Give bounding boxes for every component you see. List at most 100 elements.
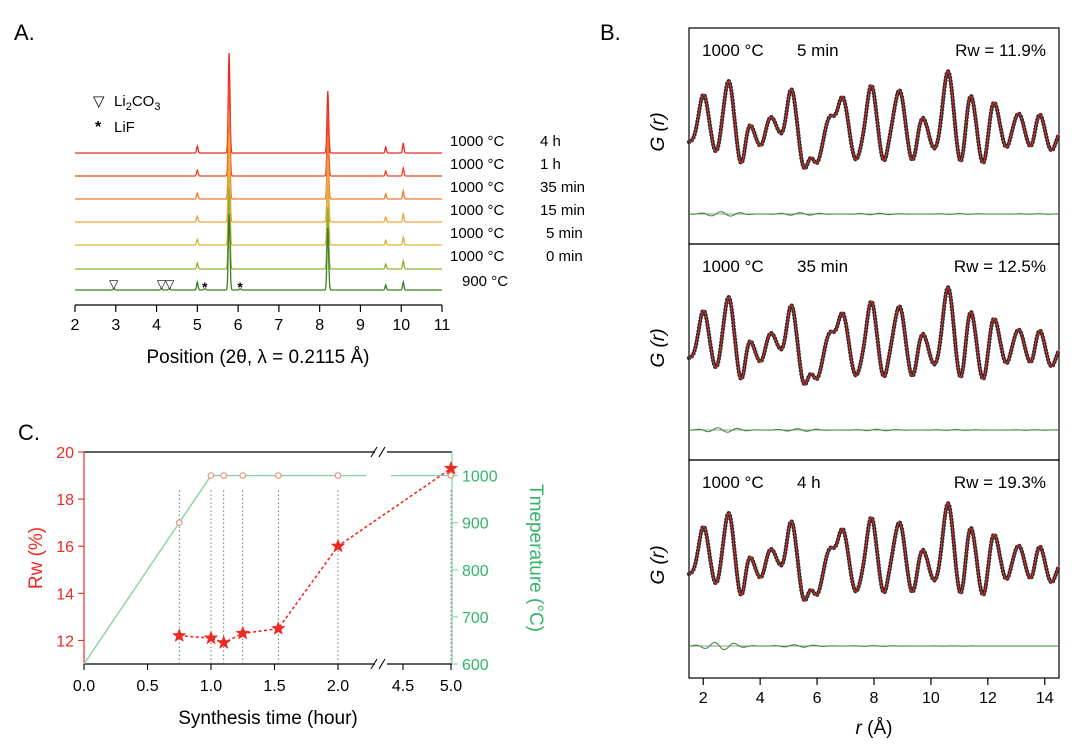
temperature-marker <box>220 472 228 479</box>
panel-b-x-tick-label: 6 <box>813 690 822 707</box>
panel-c-right-tick-label: 1000 <box>462 469 498 486</box>
panel-a: A. ▽ Li2CO3 * LiF ▽ ▽▽ * * 1000 °C 4 h 1000 … <box>14 20 585 368</box>
pdf-condition-temp: 1000 °C <box>702 473 764 492</box>
temperature-marker <box>175 519 183 527</box>
pdf-subplot: 1000 °C 35 min Rw = 12.5% G (r) <box>648 243 1062 461</box>
pdf-rw-label: Rw = 11.9% <box>955 41 1046 60</box>
pdf-difference-line <box>689 641 1059 651</box>
lif-peak-marker-icon: * <box>202 279 208 295</box>
pdf-condition-time: 35 min <box>797 257 848 276</box>
panel-b-x-tick-label: 2 <box>699 690 708 707</box>
rw-star-marker <box>443 460 459 475</box>
pdf-rw-label: Rw = 12.5% <box>954 257 1046 276</box>
panel-c-x-tick-label: 5.0 <box>440 678 462 695</box>
pdf-rw-label: Rw = 19.3% <box>954 473 1046 492</box>
series-label-group: 1000 °C 4 h 1000 °C 1 h 1000 °C 35 min 1000… <box>450 133 585 290</box>
rw-star-marker <box>271 620 286 635</box>
temperature-ramp-line <box>83 475 212 665</box>
panel-c-right-tick-label: 700 <box>462 610 489 627</box>
panel-c-x-title: Synthesis time (hour) <box>178 708 358 729</box>
panel-c-x-tick-label: 4.5 <box>392 678 414 695</box>
panel-b-x-title: r (Å) <box>856 718 893 739</box>
panel-c-x-tick-label: 1.5 <box>263 678 285 695</box>
rw-star-marker <box>330 538 346 553</box>
li2co3-peak-marker-icon: ▽ <box>165 277 175 291</box>
pdf-condition-temp: 1000 °C <box>702 41 764 60</box>
pdf-condition-label: 1000 °C 35 min <box>702 257 848 276</box>
panel-a-x-tick-label: 5 <box>193 317 202 334</box>
panel-a-letter: A. <box>14 20 35 45</box>
panel-b-x-tick-label: 4 <box>756 690 765 707</box>
series-label-4h: 1000 °C 4 h <box>450 133 561 150</box>
legend-li2co3-label: Li2CO3 <box>114 93 160 113</box>
pdf-panel-group: 1000 °C 5 min Rw = 11.9% G (r) 1000 °C 35 min… <box>648 27 1062 679</box>
li2co3-peak-marker-icon: ▽ <box>157 277 167 291</box>
panel-c-x-tick-label: 1.0 <box>200 678 222 695</box>
panel-c-left-y-title: Rw (%) <box>26 527 47 589</box>
rw-trend-line <box>179 467 452 644</box>
lif-marker-icon: * <box>95 119 102 136</box>
pdf-fit-line <box>688 70 1060 170</box>
panel-a-x-tick-label: 6 <box>234 317 243 334</box>
panel-c-x-tick-label: 0.5 <box>136 678 158 695</box>
series-label-0min: 1000 °C 0 min <box>450 248 583 265</box>
panel-c-left-tick-label: 12 <box>56 633 74 650</box>
panel-a-x-tick-label: 11 <box>434 317 451 334</box>
series-label-900c: 900 °C <box>462 273 508 290</box>
panel-c-left-tick-label: 14 <box>56 586 74 603</box>
xrd-series-group <box>75 52 442 291</box>
temperature-marker <box>274 472 282 479</box>
xrd-pattern-line <box>75 52 442 154</box>
panel-a-x-tick-label: 9 <box>356 317 365 334</box>
panel-b-letter: B. <box>600 20 621 45</box>
xrd-pattern-line <box>75 186 442 270</box>
pdf-y-label: G (r) <box>648 545 669 584</box>
pdf-condition-temp: 1000 °C <box>702 257 764 276</box>
panel-a-x-tick-label: 3 <box>111 317 120 334</box>
xrd-pattern-line <box>75 160 442 246</box>
panel-c-right-tick-label: 900 <box>462 516 489 533</box>
panel-a-x-tick-label: 10 <box>392 317 410 334</box>
panel-c-right-y-title: Tmeperature (°C) <box>525 484 546 632</box>
panel-b-x-tick-label: 8 <box>870 690 879 707</box>
pdf-condition-time: 5 min <box>797 41 839 60</box>
panel-c-left-tick-label: 18 <box>56 492 74 509</box>
panel-a-x-title: Position (2θ, λ = 0.2115 Å) <box>146 347 369 368</box>
xrd-pattern-line <box>75 108 442 200</box>
pdf-observed-data <box>686 284 1062 387</box>
panel-c-left-tick-label: 20 <box>56 445 74 462</box>
panel-c-left-tick-label: 16 <box>56 539 74 556</box>
pdf-subplot: 1000 °C 5 min Rw = 11.9% G (r) <box>648 27 1062 245</box>
panel-c-plot-group <box>83 460 459 665</box>
panel-b: B. 1000 °C 5 min Rw = 11.9% G (r) 1000 °C 35 … <box>600 20 1062 739</box>
panel-b-x-tick-label: 10 <box>922 690 940 707</box>
axis-break-bottom-icon <box>370 658 386 670</box>
xrd-pattern-line <box>75 83 442 177</box>
panel-a-x-tick-label: 8 <box>315 317 324 334</box>
panel-a-x-tick-label: 2 <box>71 317 80 334</box>
pdf-observed-data <box>686 500 1062 603</box>
pdf-difference-line <box>689 427 1059 433</box>
panel-c-right-tick-label: 600 <box>462 657 489 674</box>
temperature-marker <box>207 472 215 479</box>
panel-c-x-tick-label: 0.0 <box>73 678 95 695</box>
xrd-pattern-line <box>75 133 442 223</box>
xrd-pattern-line <box>75 213 442 291</box>
pdf-fit-line <box>688 502 1060 602</box>
panel-c-letter: C. <box>18 420 40 445</box>
series-label-5min: 1000 °C 5 min <box>450 225 583 242</box>
panel-c-ticks: 0.0 0.5 1.0 1.5 2.0 4.5 5.0 12 14 16 18 20 600 700 800… <box>56 445 497 695</box>
panel-a-x-tick-label: 4 <box>152 317 161 334</box>
rw-star-marker <box>171 627 187 642</box>
rw-star-marker <box>235 625 251 640</box>
panel-b-x-ticks: 2 4 6 8 10 12 14 <box>699 678 1054 707</box>
panel-b-x-tick-label: 14 <box>1036 690 1054 707</box>
pdf-y-label: G (r) <box>648 328 669 367</box>
rw-star-marker <box>216 635 232 650</box>
pdf-condition-time: 4 h <box>797 473 821 492</box>
panel-c: C. 0.0 0.5 1.0 1.5 2.0 4.5 5.0 12 14 16 18 20 600 700… <box>18 420 546 729</box>
pdf-y-label: G (r) <box>648 112 669 151</box>
temperature-marker <box>334 472 342 479</box>
li2co3-marker-icon: ▽ <box>93 93 105 110</box>
